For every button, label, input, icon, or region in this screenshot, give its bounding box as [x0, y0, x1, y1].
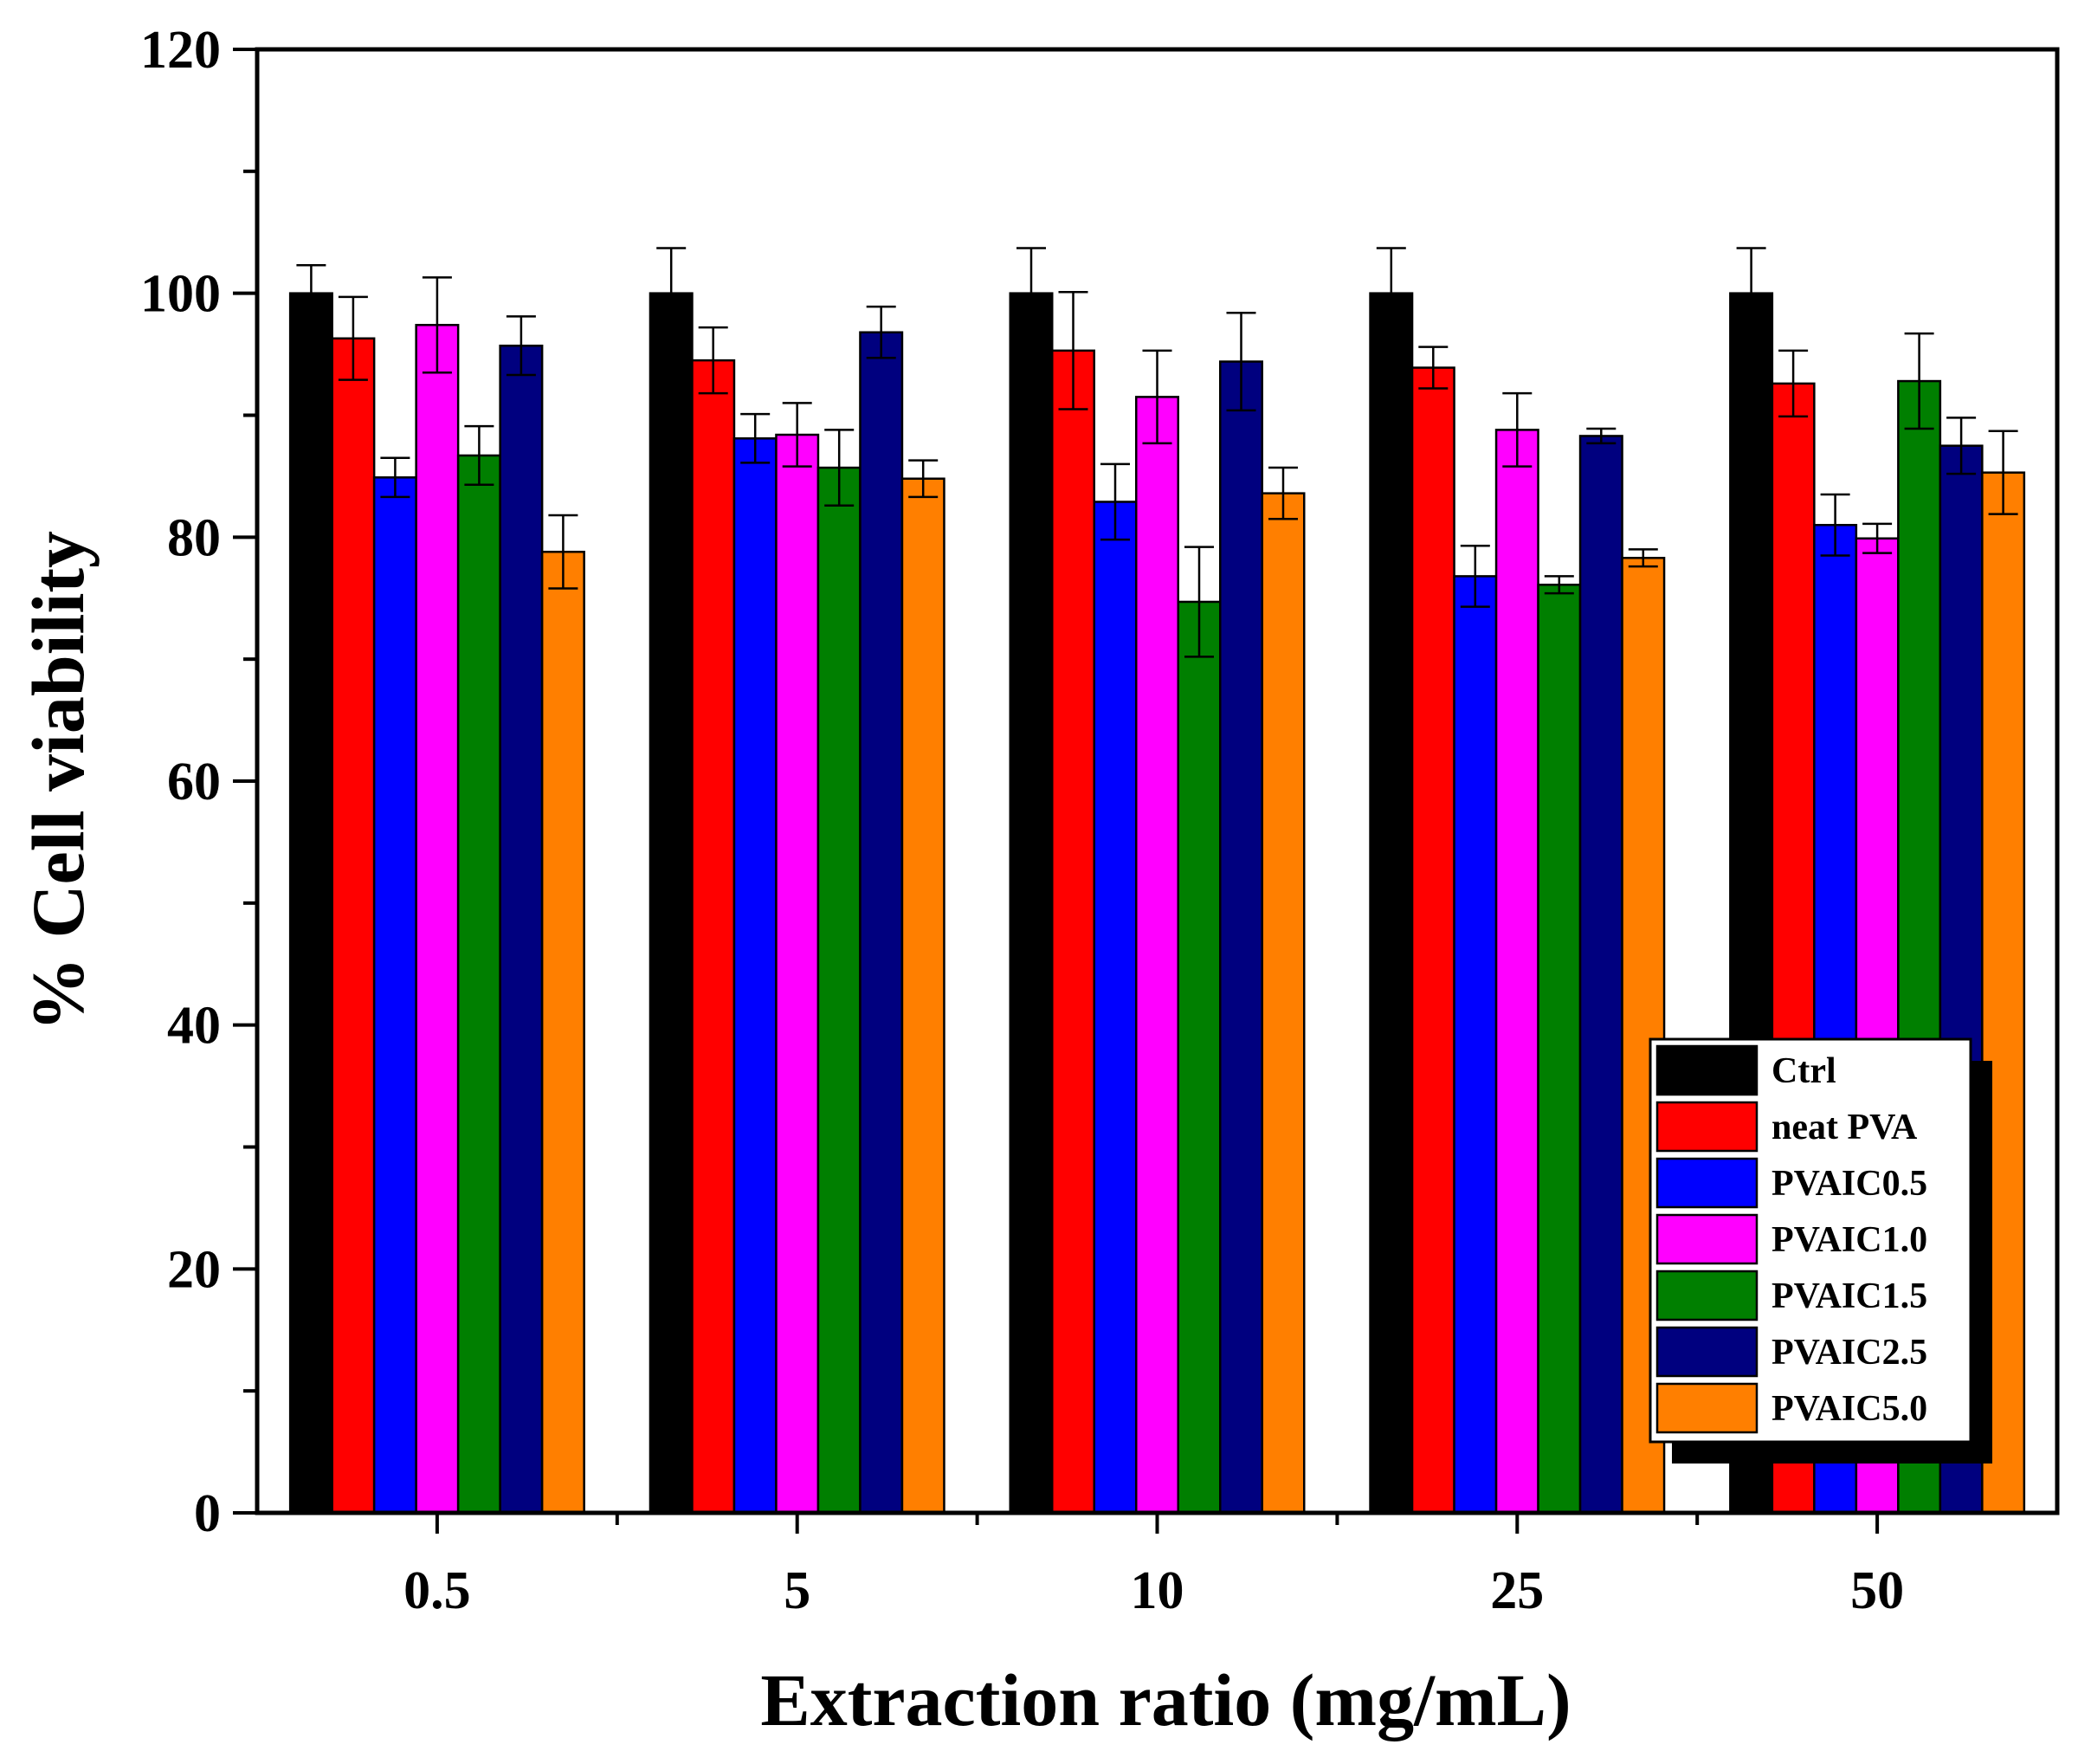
- bar: [372, 476, 417, 1515]
- legend-swatch: [1655, 1157, 1759, 1209]
- error-bar: [1184, 546, 1214, 658]
- legend-label: PVAIC0.5: [1771, 1164, 1927, 1204]
- error-bar: [338, 295, 368, 381]
- error-bar: [782, 402, 812, 468]
- error-bar: [908, 459, 939, 499]
- error-bar: [464, 424, 494, 487]
- axes-layer: 0 20 40 60 80 100 120 0.5 5 10 25 50: [140, 21, 1904, 1620]
- bar: [649, 292, 694, 1515]
- bar: [415, 324, 460, 1515]
- x-tick-label: 50: [1850, 1561, 1904, 1620]
- y-tick-label: 0: [194, 1484, 221, 1543]
- bar: [1135, 396, 1179, 1515]
- bar: [1410, 366, 1455, 1515]
- error-bar: [1226, 311, 1256, 412]
- bar: [499, 344, 544, 1515]
- error-bar: [1988, 430, 2018, 515]
- error-bar: [740, 412, 771, 464]
- error-bar: [1586, 427, 1617, 445]
- error-bar: [1820, 493, 1850, 557]
- legend-swatch: [1655, 1326, 1759, 1378]
- error-bar: [296, 264, 326, 323]
- bar: [1261, 492, 1306, 1515]
- legend-label: PVAIC5.0: [1771, 1389, 1927, 1429]
- bar: [1177, 600, 1222, 1515]
- error-bar: [1268, 466, 1298, 520]
- error-bar: [380, 456, 410, 499]
- bar: [1578, 435, 1623, 1515]
- y-tick-label: 120: [140, 21, 221, 80]
- error-bar: [1142, 349, 1172, 445]
- bar: [288, 292, 333, 1515]
- bar: [816, 466, 862, 1515]
- error-bar: [1058, 291, 1088, 410]
- error-bar: [422, 276, 452, 374]
- x-tick-label: 0.5: [403, 1561, 471, 1620]
- legend: Ctrl neat PVA PVAIC0.5 PVAIC1.0 PVAIC1.5 PVAI…: [1649, 1037, 1992, 1464]
- bar: [691, 359, 736, 1515]
- error-bar: [1778, 349, 1809, 418]
- bar: [1494, 429, 1539, 1515]
- legend-swatch: [1655, 1101, 1759, 1153]
- legend-label: PVAIC1.5: [1771, 1276, 1927, 1316]
- x-tick-label: 25: [1490, 1561, 1544, 1620]
- legend-swatch: [1655, 1382, 1759, 1434]
- bar: [859, 331, 904, 1515]
- legend-label: PVAIC2.5: [1771, 1333, 1927, 1373]
- error-bar: [866, 305, 896, 359]
- x-axis-title: Extraction ratio (mg/mL): [760, 1658, 1571, 1741]
- error-bar: [824, 429, 855, 507]
- error-bar: [1460, 544, 1490, 608]
- legend-label: Ctrl: [1771, 1051, 1836, 1091]
- y-tick-label: 60: [167, 753, 221, 811]
- bar: [456, 454, 501, 1515]
- error-bar: [656, 247, 687, 340]
- error-bar: [1904, 332, 1934, 430]
- error-bar: [698, 326, 728, 395]
- bar: [1537, 584, 1582, 1515]
- error-bar: [1016, 247, 1046, 340]
- error-bar: [1502, 391, 1533, 468]
- y-axis-title: % Cell viability: [16, 531, 100, 1031]
- error-bar: [1100, 462, 1130, 541]
- legend-swatch: [1655, 1213, 1759, 1265]
- error-bar: [1544, 575, 1574, 595]
- error-bar: [1628, 548, 1658, 568]
- y-tick-label: 20: [167, 1240, 221, 1299]
- legend-label: PVAIC1.0: [1771, 1220, 1927, 1260]
- legend-label: neat PVA: [1771, 1108, 1918, 1147]
- legend-swatch: [1655, 1044, 1759, 1096]
- bar: [1093, 501, 1138, 1515]
- bar: [775, 433, 820, 1515]
- error-bar: [1736, 247, 1766, 340]
- legend-swatch: [1655, 1270, 1759, 1321]
- error-bar: [1946, 417, 1977, 475]
- bar: [900, 477, 945, 1515]
- bar: [1453, 575, 1498, 1515]
- bar: [1369, 292, 1414, 1515]
- bar: [540, 550, 585, 1515]
- error-bar: [506, 315, 536, 377]
- y-tick-label: 80: [167, 508, 221, 567]
- error-bar: [548, 514, 578, 590]
- y-tick-label: 100: [140, 265, 221, 324]
- bar: [1051, 349, 1095, 1515]
- error-bar: [1376, 247, 1406, 340]
- error-bar: [1418, 346, 1449, 390]
- bar: [331, 337, 376, 1515]
- x-tick-label: 10: [1131, 1561, 1184, 1620]
- bar: [1009, 292, 1054, 1515]
- y-tick-label: 40: [167, 997, 221, 1056]
- bar: [1219, 360, 1263, 1515]
- error-bar: [1862, 522, 1893, 554]
- bar: [732, 437, 778, 1515]
- x-tick-label: 5: [784, 1561, 810, 1620]
